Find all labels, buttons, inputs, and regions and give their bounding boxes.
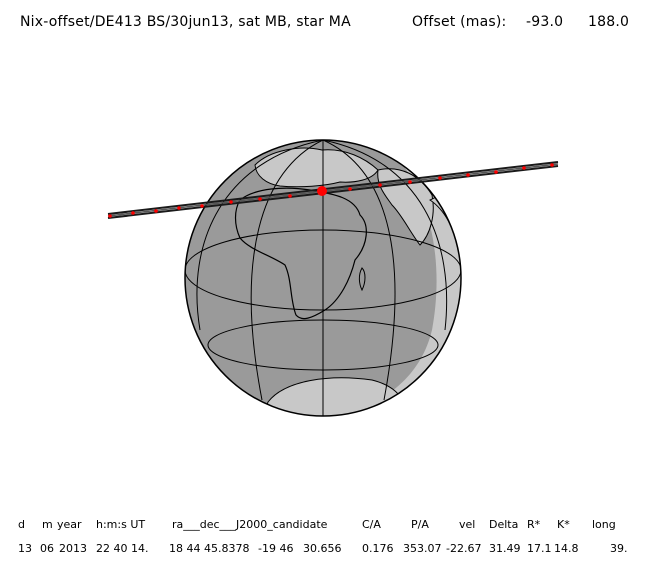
- track-marker: [348, 187, 352, 191]
- value-ca: 0.176: [362, 542, 394, 555]
- graticule-meridian: [322, 140, 396, 401]
- value-m: 06: [40, 542, 54, 555]
- track-line-upper: [107, 161, 559, 215]
- value-d: 13: [18, 542, 32, 555]
- europe-landmass: [254, 147, 379, 188]
- track-line-lower: [107, 165, 559, 219]
- track-marker: [522, 166, 526, 170]
- offset-x-value: -93.0: [526, 14, 564, 30]
- central-event-point: [317, 186, 327, 196]
- col-header-pa: P/A: [411, 518, 429, 531]
- value-vel: -22.67: [446, 542, 482, 555]
- track-marker: [258, 197, 262, 201]
- track-marker: [550, 163, 554, 167]
- value-dec: -19 46: [258, 542, 294, 555]
- graticule-meridian: [322, 140, 448, 331]
- track-marker: [131, 211, 135, 215]
- diagram-title: Nix-offset/DE413 BS/30jun13, sat MB, sta…: [20, 14, 351, 30]
- value-pa: 353.07: [403, 542, 442, 555]
- track-line-center: [107, 163, 559, 217]
- track-marker: [378, 183, 382, 187]
- track-marker: [466, 173, 470, 177]
- value-ra: 18 44 45.8378: [169, 542, 250, 555]
- value-time: 22 40 14.: [96, 542, 149, 555]
- col-header-long: long: [592, 518, 616, 531]
- offset-label: Offset (mas):: [412, 14, 507, 30]
- value-year: 2013: [59, 542, 87, 555]
- track-marker: [108, 214, 112, 218]
- col-header-d: d: [18, 518, 25, 531]
- track-marker: [200, 204, 204, 208]
- track-marker: [438, 176, 442, 180]
- col-header-ca: C/A: [362, 518, 381, 531]
- track-marker: [408, 180, 412, 184]
- value-rstar: 17.1: [527, 542, 552, 555]
- col-header-time: h:m:s UT: [96, 518, 146, 531]
- col-header-year: year: [57, 518, 82, 531]
- earth-disk: [184, 139, 462, 417]
- col-header-kstar: K*: [557, 518, 570, 531]
- track-marker: [177, 206, 181, 210]
- graticule-meridian: [196, 140, 324, 331]
- col-header-m: m: [42, 518, 53, 531]
- track-marker: [288, 194, 292, 198]
- col-header-rstar: R*: [527, 518, 541, 531]
- value-kstar: 14.8: [554, 542, 579, 555]
- graticule: [185, 140, 461, 416]
- shadow-track: [107, 161, 559, 219]
- track-marker: [229, 200, 233, 204]
- graticule-meridian: [250, 140, 324, 401]
- value-delta: 31.49: [489, 542, 521, 555]
- value-long: 39.: [610, 542, 628, 555]
- value-dec-seconds: 30.656: [303, 542, 342, 555]
- col-header-radec: ra___dec___J2000_candidate: [172, 518, 328, 531]
- offset-y-value: 188.0: [588, 14, 630, 30]
- globe-limb: [184, 139, 462, 417]
- track-marker: [494, 170, 498, 174]
- madagascar: [358, 267, 366, 292]
- col-header-vel: vel: [459, 518, 476, 531]
- track-marker: [154, 209, 158, 213]
- col-header-delta: Delta: [489, 518, 519, 531]
